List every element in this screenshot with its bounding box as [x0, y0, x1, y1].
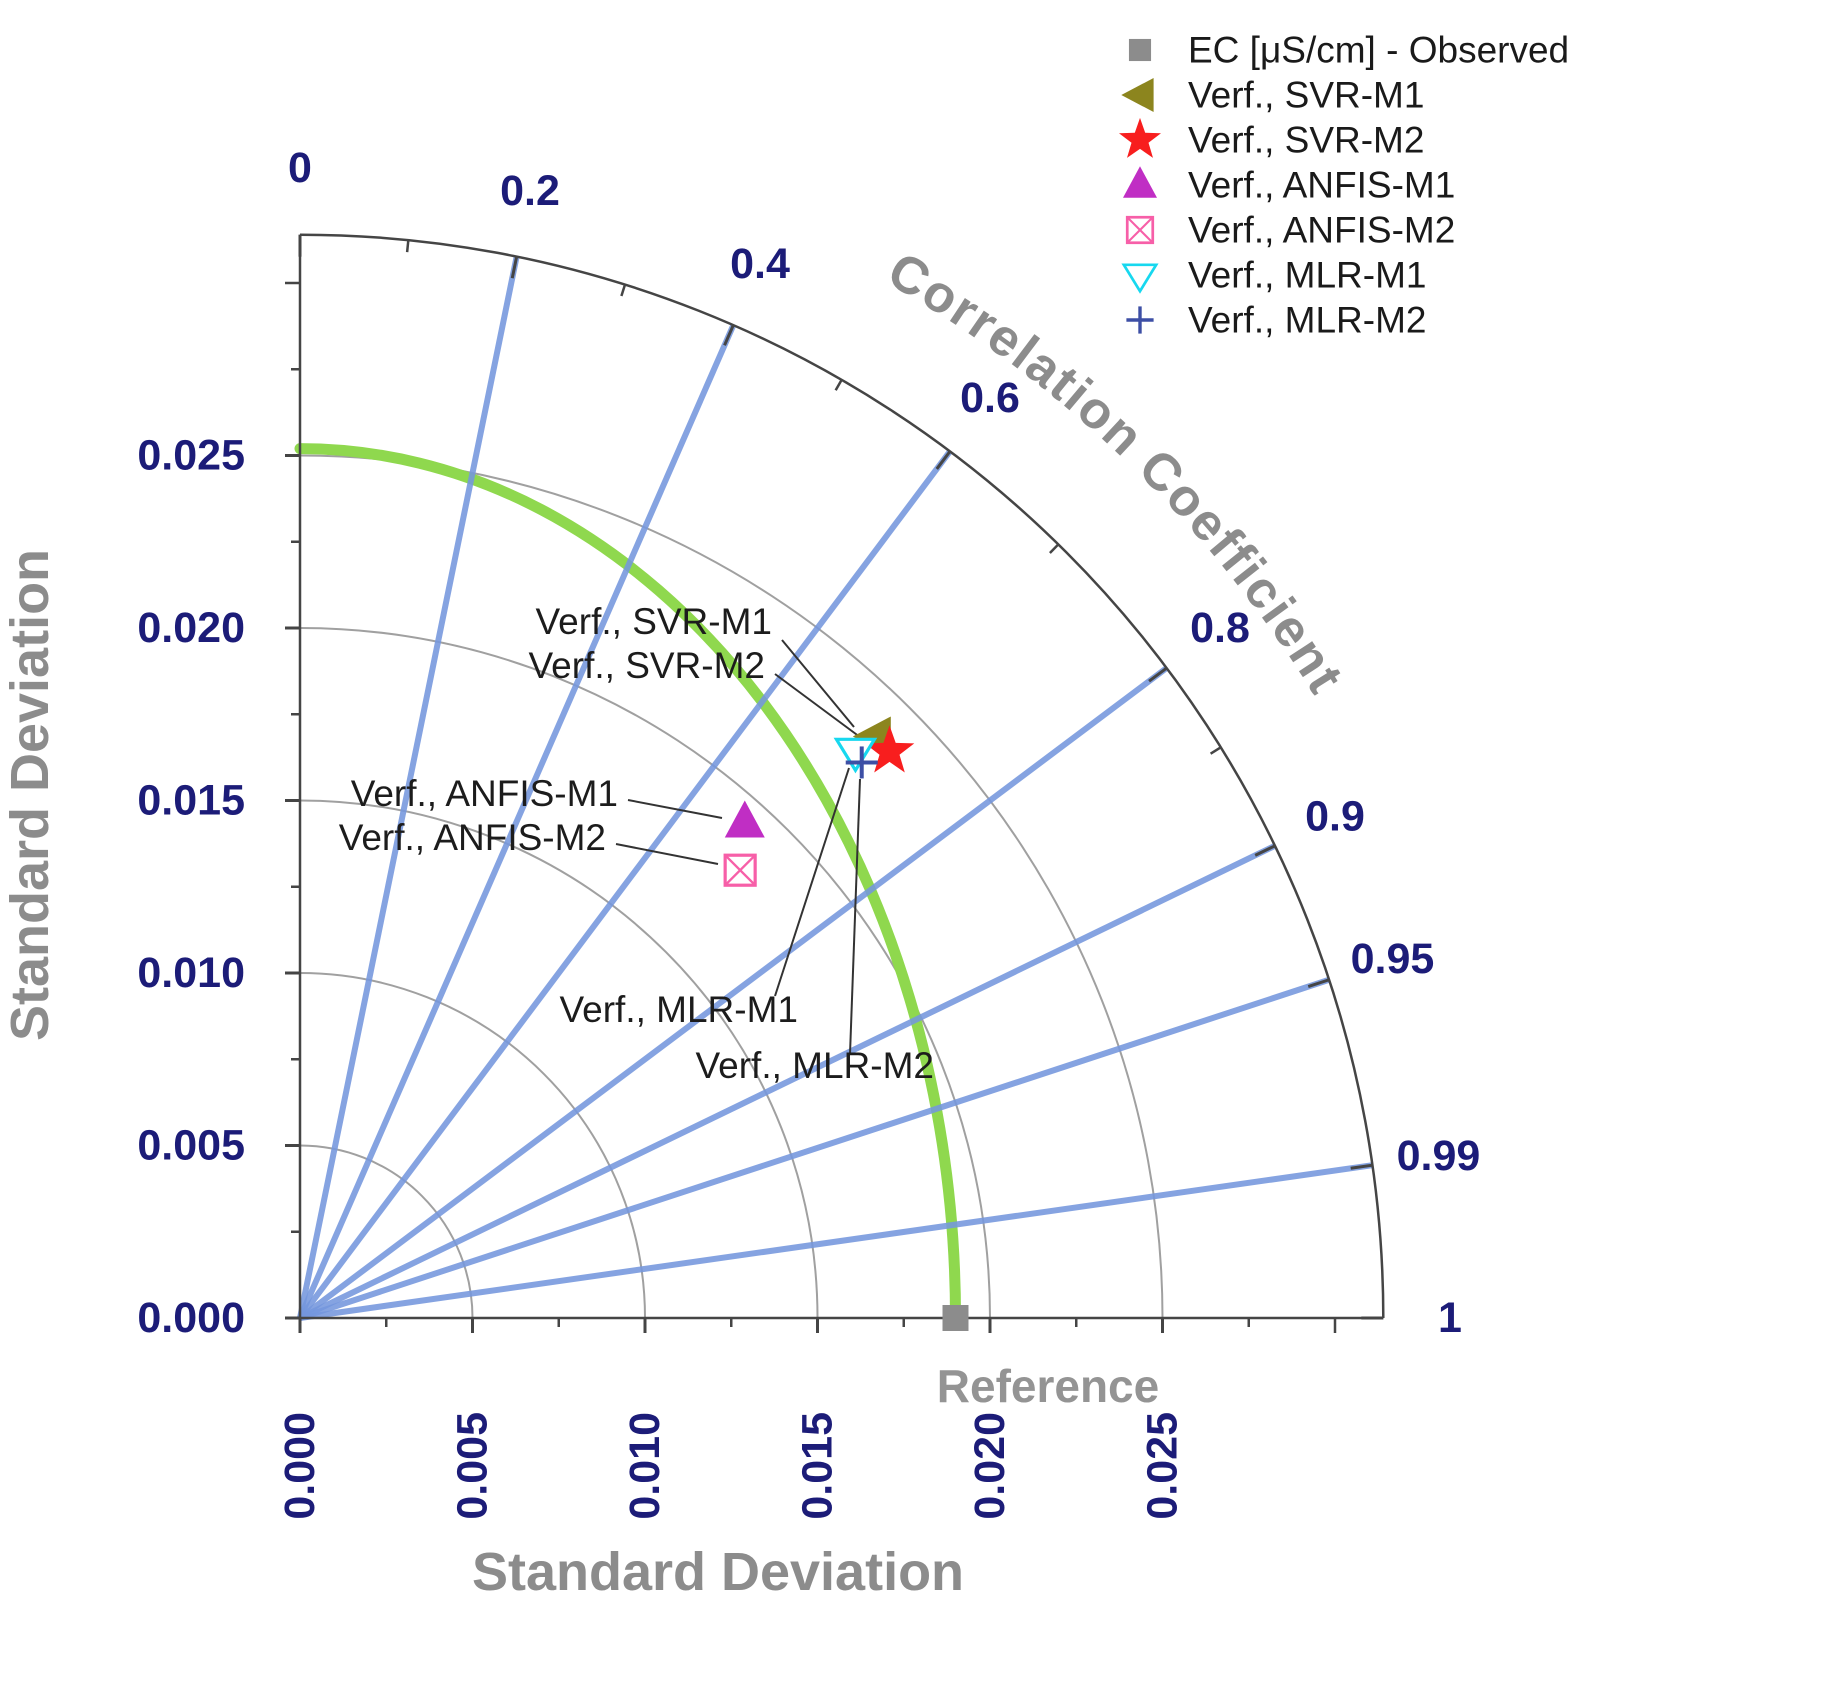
annotation-line [774, 673, 869, 744]
x-tick-label: 0.020 [966, 1412, 1014, 1520]
y-tick-label: 0.000 [137, 1294, 245, 1342]
corr-tick [1148, 666, 1168, 683]
corr-tick-label: 0.9 [1305, 793, 1365, 841]
legend-label: Verf., MLR-M2 [1188, 300, 1427, 341]
legend-item: Verf., MLR-M2 [1126, 300, 1427, 341]
legend-label: EC [μS/cm] - Observed [1188, 30, 1569, 71]
legend-label: Verf., ANFIS-M1 [1188, 165, 1455, 206]
corr-minor-tick [620, 284, 627, 297]
legend-label: Verf., MLR-M1 [1188, 255, 1427, 296]
corr-tick-label: 0.99 [1397, 1132, 1481, 1180]
corr-tick [1307, 978, 1330, 989]
marker-verf-mlr-m2 [845, 746, 878, 779]
corr-tick [510, 256, 519, 279]
corr-tick-label: 0 [288, 144, 312, 192]
legend-item: Verf., SVR-M1 [1121, 75, 1424, 116]
legend-label: Verf., SVR-M1 [1188, 75, 1424, 116]
correlation-line [297, 449, 953, 1320]
annotation-line [849, 778, 861, 1055]
marker-verf-anfis-m1 [724, 800, 765, 838]
reference-point-label: Reference [937, 1360, 1159, 1412]
correlation-lines-layer [297, 255, 1373, 1321]
x-tick-label: 0.025 [1139, 1412, 1187, 1520]
legend-item: Verf., ANFIS-M2 [1125, 210, 1455, 251]
legend-item: Verf., SVR-M2 [1119, 117, 1424, 161]
ticks-layer: 0 0.2 0.4 0.6 0.8 0.9 0.95 0.99 1 0.000 0.000 0.005… [137, 144, 1480, 1520]
corr-tick-label: 0.95 [1351, 935, 1435, 983]
markers-layer [723, 716, 969, 1331]
corr-tick [723, 324, 735, 346]
x-tick-label: 0.005 [449, 1412, 497, 1520]
annotation-label: Verf., ANFIS-M1 [351, 773, 618, 814]
outer-arc [299, 233, 1385, 1319]
y-tick-label: 0.015 [137, 777, 245, 825]
legend-label: Verf., ANFIS-M2 [1188, 210, 1455, 251]
corr-minor-tick [834, 379, 843, 391]
correlation-line [299, 1162, 1373, 1321]
std-grid-arc [299, 627, 991, 1319]
legend-marker-square-icon [1128, 38, 1152, 62]
corr-minor-tick [1209, 746, 1222, 755]
annotation-label: Verf., SVR-M2 [529, 645, 765, 686]
correlation-line [297, 323, 737, 1320]
corr-tick [935, 450, 952, 470]
std-grid-arc [299, 972, 646, 1319]
axes-layer [298, 233, 1385, 1320]
annotation-label: Verf., MLR-M2 [696, 1045, 935, 1086]
correlation-line [298, 665, 1169, 1321]
corr-tick-label: 0.6 [960, 374, 1020, 422]
std-grid-arc [299, 1144, 474, 1319]
legend-marker-plus-icon [1126, 306, 1154, 334]
annotation-line [781, 639, 855, 728]
legend-marker-triangle-left-icon [1121, 78, 1154, 112]
correlation-line [297, 255, 520, 1319]
y-tick-label: 0.020 [137, 604, 245, 652]
annotation-label: Verf., SVR-M1 [536, 601, 772, 642]
marker-verf-svr-m2 [864, 725, 915, 773]
legend-marker-star-icon [1119, 117, 1161, 158]
corr-tick [1350, 1163, 1373, 1170]
annotation-line [615, 843, 719, 865]
legend-item: Verf., MLR-M1 [1121, 255, 1427, 296]
corr-minor-tick [1049, 543, 1060, 554]
annotation-line [627, 799, 723, 819]
marker-verf-mlr-m1 [833, 737, 878, 774]
legend-marker-square-x-icon [1125, 215, 1155, 245]
marker-verf-anfis-m2 [723, 853, 757, 887]
correlation-line [298, 843, 1277, 1321]
y-tick-label: 0.025 [137, 432, 245, 480]
legend-marker-triangle-down-icon [1121, 263, 1159, 294]
y-axis-title: Standard Deviation [0, 549, 60, 1041]
y-tick-label: 0.005 [137, 1122, 245, 1170]
x-tick-label: 0.015 [794, 1412, 842, 1520]
legend-item: EC [μS/cm] - Observed [1128, 30, 1569, 71]
correlation-line [299, 976, 1331, 1321]
annotation-label: Verf., MLR-M1 [560, 989, 799, 1030]
std-grid-arc [299, 799, 819, 1319]
corr-tick-label: 0.4 [730, 240, 790, 288]
corr-tick [1254, 844, 1276, 857]
corr-tick-label: 0.2 [500, 167, 560, 215]
legend-marker-triangle-up-icon [1123, 166, 1157, 198]
grid-layer [299, 454, 1164, 1319]
std-grid-arc [299, 454, 1164, 1319]
y-tick-label: 0.010 [137, 949, 245, 997]
legend-label: Verf., SVR-M2 [1188, 120, 1424, 161]
corr-tick-label: 0.8 [1190, 604, 1250, 652]
x-tick-label: 0.010 [621, 1412, 669, 1520]
corr-minor-tick [405, 240, 410, 253]
corr-tick-label: 1 [1438, 1294, 1462, 1342]
annotation-label: Verf., ANFIS-M2 [339, 817, 606, 858]
annotation-line [774, 767, 850, 997]
marker-ec-s-cm-observed [942, 1305, 969, 1331]
x-axis-title: Standard Deviation [472, 1542, 964, 1602]
x-tick-label: 0.000 [276, 1412, 324, 1520]
legend-item: Verf., ANFIS-M1 [1123, 165, 1455, 206]
